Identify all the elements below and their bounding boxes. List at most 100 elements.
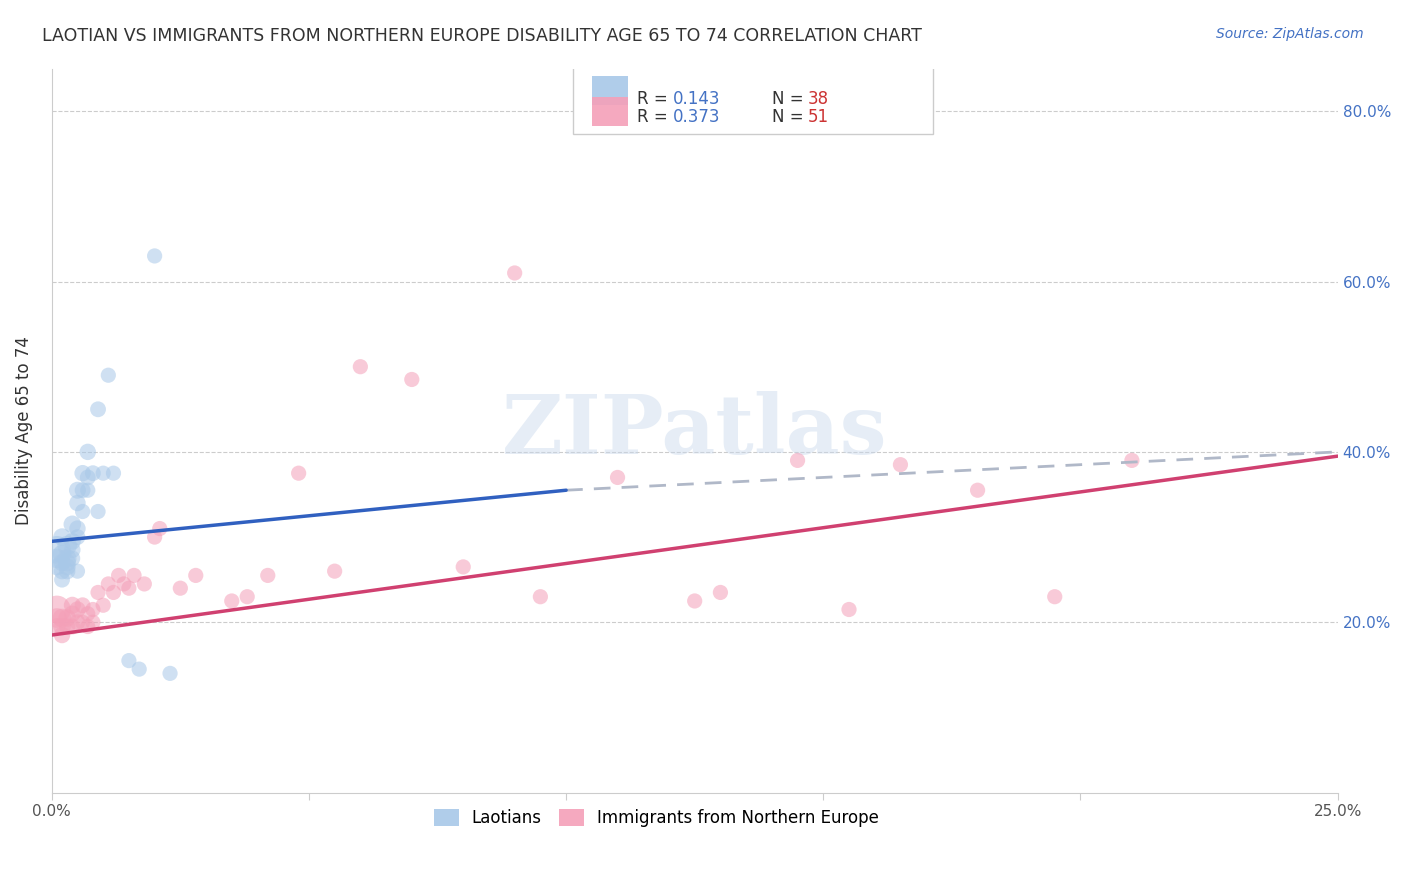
Text: Source: ZipAtlas.com: Source: ZipAtlas.com <box>1216 27 1364 41</box>
Text: 38: 38 <box>808 90 830 108</box>
Text: 0.143: 0.143 <box>673 90 720 108</box>
Text: R =: R = <box>637 90 673 108</box>
Point <box>45 619 67 633</box>
Point <box>221 594 243 608</box>
Point <box>76 619 98 633</box>
Point <box>56 619 79 633</box>
Point <box>72 615 94 630</box>
Legend: Laotians, Immigrants from Northern Europe: Laotians, Immigrants from Northern Europ… <box>425 800 887 835</box>
Point <box>134 577 156 591</box>
Point <box>51 556 73 570</box>
Point <box>323 564 346 578</box>
Point <box>51 564 73 578</box>
Point <box>76 607 98 621</box>
Point <box>87 504 110 518</box>
Point <box>786 453 808 467</box>
Point <box>66 564 89 578</box>
Point <box>56 539 79 553</box>
Point <box>72 483 94 498</box>
Point <box>76 445 98 459</box>
Text: N =: N = <box>772 90 808 108</box>
Point <box>1121 453 1143 467</box>
Point <box>169 581 191 595</box>
Point <box>51 530 73 544</box>
Point <box>45 551 67 566</box>
Point <box>149 522 172 536</box>
Text: LAOTIAN VS IMMIGRANTS FROM NORTHERN EUROPE DISABILITY AGE 65 TO 74 CORRELATION C: LAOTIAN VS IMMIGRANTS FROM NORTHERN EURO… <box>42 27 922 45</box>
Text: 0.373: 0.373 <box>673 108 720 127</box>
Point <box>118 581 141 595</box>
Point <box>606 470 628 484</box>
Text: R =: R = <box>637 108 673 127</box>
Point <box>112 577 135 591</box>
Point <box>66 483 89 498</box>
Point <box>184 568 207 582</box>
Point <box>97 368 120 383</box>
Point <box>122 568 145 582</box>
Point <box>66 602 89 616</box>
Point <box>401 372 423 386</box>
Point <box>60 607 83 621</box>
Point <box>66 615 89 630</box>
Point <box>72 466 94 480</box>
Point <box>128 662 150 676</box>
Point <box>82 602 104 616</box>
FancyBboxPatch shape <box>592 97 628 127</box>
Point <box>56 564 79 578</box>
Point <box>451 560 474 574</box>
Point <box>1043 590 1066 604</box>
Point <box>60 599 83 613</box>
Point <box>72 599 94 613</box>
Point <box>91 599 114 613</box>
Point <box>60 542 83 557</box>
Point <box>256 568 278 582</box>
Point <box>56 560 79 574</box>
Point <box>51 619 73 633</box>
Point <box>159 666 181 681</box>
Y-axis label: Disability Age 65 to 74: Disability Age 65 to 74 <box>15 336 32 525</box>
Point <box>87 585 110 599</box>
Point <box>82 466 104 480</box>
Point <box>97 577 120 591</box>
Point <box>51 628 73 642</box>
Point <box>45 611 67 625</box>
Point <box>76 470 98 484</box>
Point <box>118 654 141 668</box>
Point <box>56 611 79 625</box>
Point <box>60 551 83 566</box>
Point <box>45 560 67 574</box>
Point <box>103 466 125 480</box>
Point <box>107 568 129 582</box>
Point <box>60 619 83 633</box>
Point <box>709 585 731 599</box>
Point <box>51 547 73 561</box>
Point <box>45 542 67 557</box>
Point <box>66 530 89 544</box>
Point <box>66 522 89 536</box>
Point <box>51 611 73 625</box>
Point <box>56 556 79 570</box>
Point <box>287 466 309 480</box>
Point <box>45 602 67 616</box>
Text: 51: 51 <box>808 108 830 127</box>
Point <box>236 590 259 604</box>
Point <box>56 551 79 566</box>
Point <box>72 504 94 518</box>
Point <box>889 458 911 472</box>
Point <box>82 615 104 630</box>
Point <box>103 585 125 599</box>
Point <box>349 359 371 374</box>
Text: ZIPatlas: ZIPatlas <box>502 391 887 471</box>
Point <box>87 402 110 417</box>
Point <box>60 517 83 532</box>
Point <box>66 496 89 510</box>
Point <box>91 466 114 480</box>
Point <box>683 594 706 608</box>
Point <box>76 483 98 498</box>
FancyBboxPatch shape <box>572 58 932 134</box>
FancyBboxPatch shape <box>592 76 628 104</box>
Text: N =: N = <box>772 108 808 127</box>
Point <box>838 602 860 616</box>
Point <box>503 266 526 280</box>
Point <box>143 530 166 544</box>
